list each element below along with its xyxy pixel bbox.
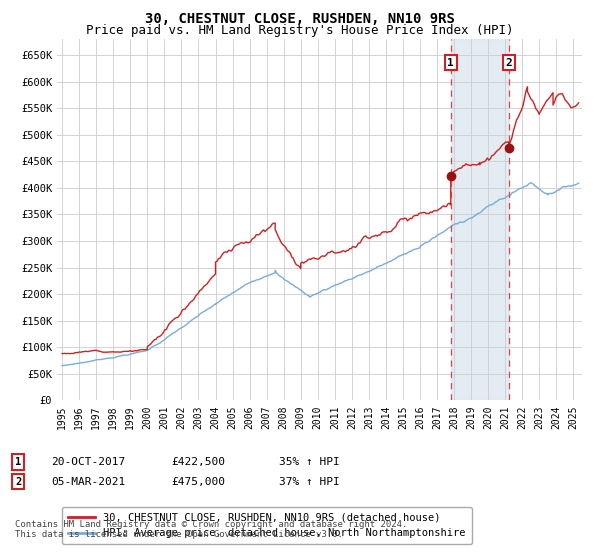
Legend: 30, CHESTNUT CLOSE, RUSHDEN, NN10 9RS (detached house), HPI: Average price, deta: 30, CHESTNUT CLOSE, RUSHDEN, NN10 9RS (d… xyxy=(62,507,472,544)
Bar xyxy=(451,39,509,400)
Text: 35% ↑ HPI: 35% ↑ HPI xyxy=(279,457,340,467)
Text: Price paid vs. HM Land Registry's House Price Index (HPI): Price paid vs. HM Land Registry's House … xyxy=(86,24,514,36)
Text: 1: 1 xyxy=(448,58,454,68)
Text: 30, CHESTNUT CLOSE, RUSHDEN, NN10 9RS: 30, CHESTNUT CLOSE, RUSHDEN, NN10 9RS xyxy=(145,12,455,26)
Text: 37% ↑ HPI: 37% ↑ HPI xyxy=(279,477,340,487)
Text: 1: 1 xyxy=(15,457,21,467)
Text: £475,000: £475,000 xyxy=(171,477,225,487)
Text: Contains HM Land Registry data © Crown copyright and database right 2024.
This d: Contains HM Land Registry data © Crown c… xyxy=(15,520,407,539)
Text: 2: 2 xyxy=(505,58,512,68)
Text: £422,500: £422,500 xyxy=(171,457,225,467)
Text: 05-MAR-2021: 05-MAR-2021 xyxy=(51,477,125,487)
Text: 2: 2 xyxy=(15,477,21,487)
Text: 20-OCT-2017: 20-OCT-2017 xyxy=(51,457,125,467)
